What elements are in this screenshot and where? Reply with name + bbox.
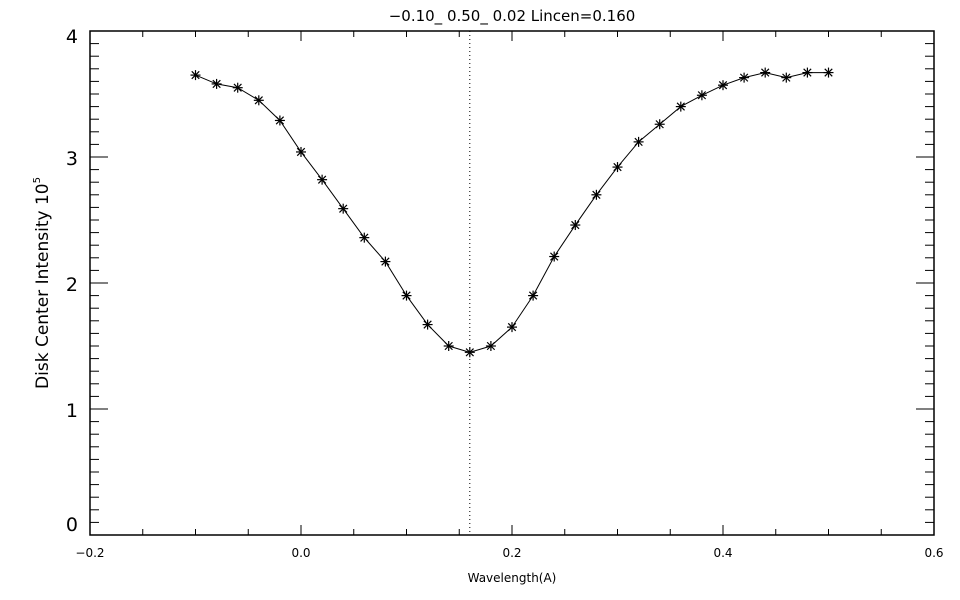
data-point (570, 220, 581, 231)
data-series-line (195, 72, 829, 353)
asterisk-marker (550, 252, 559, 261)
data-point (823, 67, 834, 78)
x-tick-label: −0.2 (75, 546, 104, 560)
y-tick-label: 2 (66, 274, 78, 296)
asterisk-marker (592, 190, 601, 199)
data-point (401, 290, 412, 301)
asterisk-marker (761, 68, 770, 77)
data-point (591, 189, 602, 200)
asterisk-marker (634, 137, 643, 147)
data-point (211, 78, 222, 89)
asterisk-marker (613, 162, 622, 172)
asterisk-marker (676, 102, 685, 111)
asterisk-marker (296, 147, 306, 157)
x-tick-label: 0.6 (924, 546, 943, 560)
asterisk-marker (360, 233, 369, 242)
data-point (633, 136, 644, 147)
data-point (317, 174, 328, 185)
asterisk-marker (824, 68, 833, 77)
asterisk-marker (718, 81, 728, 90)
data-point (338, 203, 349, 214)
data-point (380, 256, 391, 267)
asterisk-marker (381, 257, 390, 266)
asterisk-marker (423, 320, 432, 329)
x-tick-label: 0.4 (713, 546, 732, 560)
y-tick-label: 0 (66, 514, 78, 536)
data-point (528, 290, 539, 301)
data-point (485, 341, 496, 351)
asterisk-marker (782, 73, 791, 82)
asterisk-marker (528, 291, 538, 300)
asterisk-marker (507, 322, 517, 332)
plot-frame (89, 30, 935, 536)
asterisk-marker (655, 120, 664, 129)
x-tick-label: 0.0 (291, 546, 310, 560)
y-axis-label: Disk Center Intensity 105 (32, 177, 53, 389)
asterisk-marker (339, 204, 348, 213)
asterisk-marker (254, 96, 263, 105)
data-point (507, 322, 517, 333)
data-point (253, 95, 264, 106)
asterisk-marker (317, 175, 327, 184)
data-point (359, 232, 370, 243)
data-point (443, 341, 454, 351)
x-tick-label: 0.2 (502, 546, 521, 560)
asterisk-marker (275, 116, 285, 125)
data-point (781, 72, 792, 83)
data-point (422, 319, 433, 330)
data-point (675, 101, 686, 112)
x-axis-label: Wavelength(A) (468, 571, 557, 585)
data-point (190, 70, 201, 81)
data-point (760, 67, 771, 78)
data-point (654, 119, 665, 130)
y-axis-label-exponent: 5 (32, 177, 43, 183)
asterisk-marker (444, 341, 453, 351)
data-point (296, 146, 306, 157)
data-point (274, 115, 285, 126)
data-point (464, 347, 475, 358)
data-point (696, 90, 707, 101)
data-point (232, 82, 243, 93)
y-tick-label: 3 (66, 148, 78, 170)
asterisk-marker (486, 341, 496, 351)
asterisk-marker (233, 83, 242, 92)
asterisk-marker (739, 73, 749, 82)
data-point (549, 251, 560, 262)
asterisk-marker (571, 220, 580, 230)
asterisk-marker (465, 348, 474, 357)
data-point (612, 162, 623, 173)
y-axis-label-text: Disk Center Intensity 10 (33, 183, 53, 389)
chart-title: −0.10_ 0.50_ 0.02 Lincen=0.160 (389, 7, 636, 26)
asterisk-marker (402, 291, 411, 300)
asterisk-marker (697, 91, 707, 100)
y-tick-label: 1 (66, 400, 78, 422)
asterisk-marker (803, 68, 812, 77)
asterisk-marker (212, 79, 221, 89)
y-tick-label: 4 (66, 26, 78, 48)
data-point (802, 67, 813, 78)
asterisk-marker (191, 70, 200, 80)
data-point (739, 72, 750, 83)
data-point (718, 80, 728, 91)
